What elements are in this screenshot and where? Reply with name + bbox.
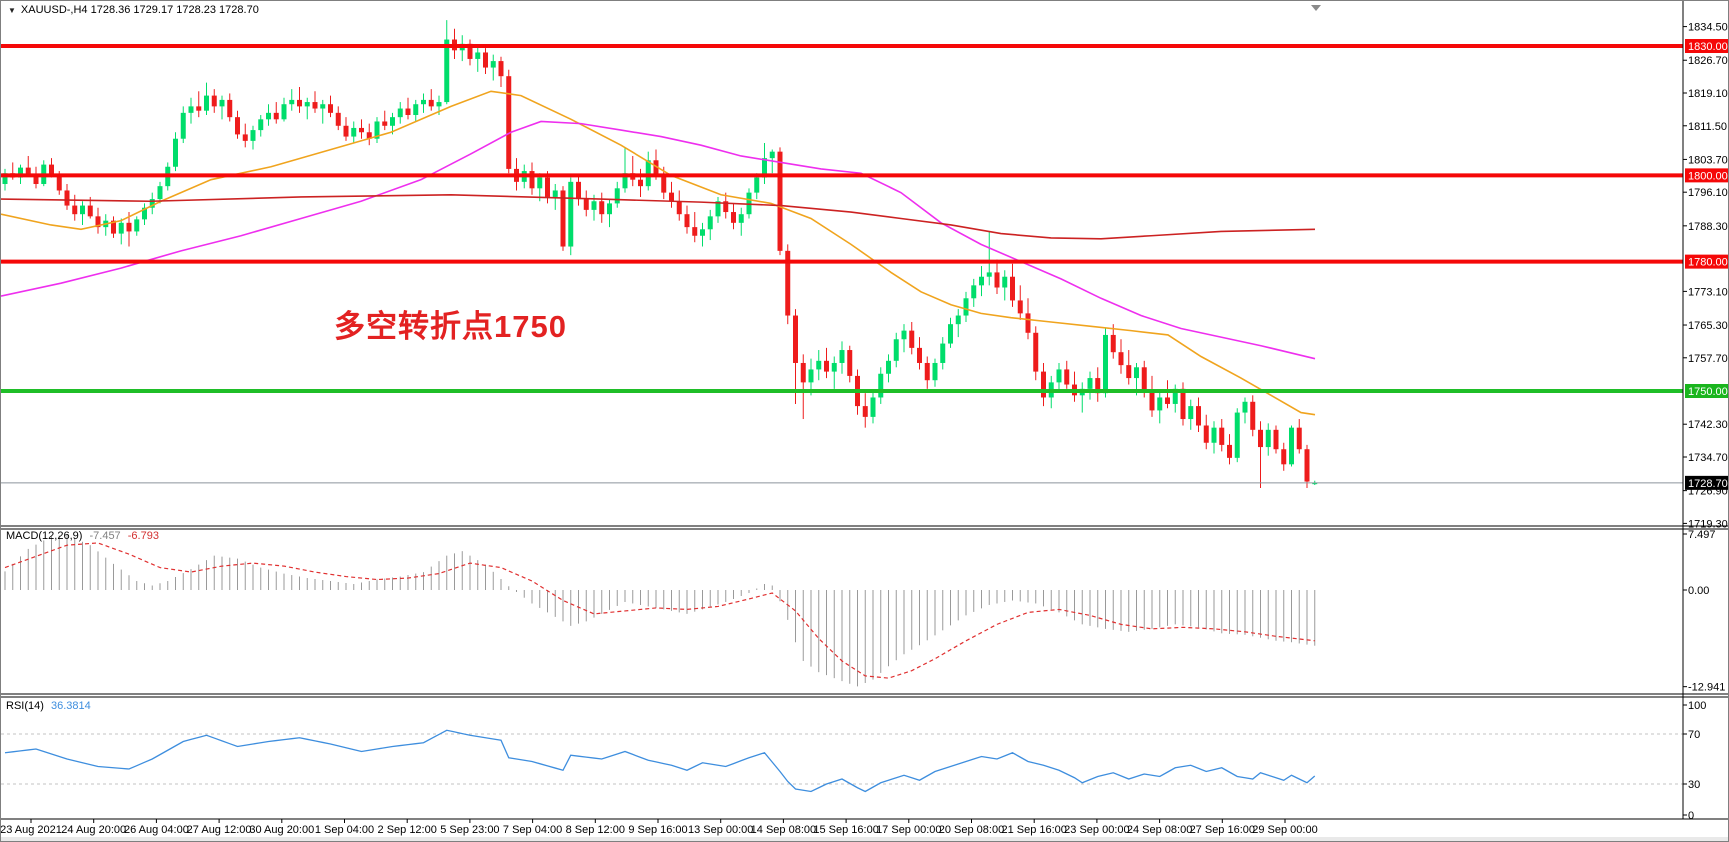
price-scale[interactable]: 1834.50 1826.70 1819.10 1811.50 1803.70 1796.…: [1683, 22, 1729, 531]
price-badge: [1685, 168, 1728, 183]
price-tick-label: 1734.70: [1688, 452, 1728, 464]
price-badge-label: 1750.00: [1688, 386, 1728, 398]
price-badge: [1685, 254, 1728, 269]
price-tick-label: 1834.50: [1688, 22, 1728, 34]
time-tick-label: 27 Aug 12:00: [187, 824, 252, 836]
macd-tick-label: 7.497: [1688, 529, 1716, 541]
time-tick-label: 24 Sep 08:00: [1127, 824, 1192, 836]
price-tick-label: 1819.10: [1688, 88, 1728, 100]
collapse-triangle-icon[interactable]: ▼: [8, 6, 16, 15]
time-tick-label: 30 Aug 20:00: [249, 824, 314, 836]
rsi-tick-label: 30: [1688, 779, 1700, 791]
price-badge-label: 1800.00: [1688, 170, 1728, 182]
time-tick-label: 1 Sep 04:00: [315, 824, 374, 836]
ma-fast-orange: [1, 90, 1316, 416]
price-badge-label: 1780.00: [1688, 257, 1728, 269]
time-tick-label: 13 Sep 00:00: [688, 824, 753, 836]
price-badge: [1685, 384, 1728, 399]
time-tick-label: 29 Sep 00:00: [1252, 824, 1317, 836]
rsi-tick-label: 100: [1688, 700, 1706, 712]
rsi-name: RSI(14): [6, 700, 44, 712]
price-badge: [1685, 475, 1728, 490]
ma-slow-red: [1, 193, 1316, 240]
time-tick-label: 2 Sep 12:00: [378, 824, 437, 836]
rsi-tick-label: 70: [1688, 729, 1700, 741]
time-tick-label: 26 Aug 04:00: [124, 824, 189, 836]
rsi-value: 36.3814: [50, 700, 91, 712]
macd-panel[interactable]: [4, 534, 1316, 687]
price-tick-label: 1826.70: [1688, 55, 1728, 67]
time-tick-label: 24 Aug 20:00: [61, 824, 126, 836]
time-tick-label: 23 Sep 00:00: [1064, 824, 1129, 836]
bottom-strip: [1, 837, 1728, 841]
rsi-panel[interactable]: [1, 729, 1683, 793]
price-tick-label: 1788.30: [1688, 221, 1728, 233]
price-tick-label: 1742.30: [1688, 419, 1728, 431]
time-tick-label: 7 Sep 04:00: [503, 824, 562, 836]
price-tick-label: 1773.10: [1688, 286, 1728, 298]
price-tick-label: 1765.30: [1688, 320, 1728, 332]
time-tick-label: 5 Sep 23:00: [440, 824, 499, 836]
rsi-tick-label: 0: [1688, 810, 1694, 822]
time-tick-label: 17 Sep 00:00: [876, 824, 941, 836]
macd-indicator-label: MACD(12,26,9) -7.457 -6.793: [6, 530, 159, 542]
macd-name: MACD(12,26,9): [6, 530, 83, 542]
macd-signal-value: -6.793: [127, 530, 159, 542]
candlestick-series[interactable]: [2, 20, 1318, 489]
shift-marker-icon[interactable]: [1311, 5, 1321, 11]
chart-title: ▼ XAUUSD-,H4 1728.36 1729.17 1728.23 1728…: [8, 4, 259, 16]
price-badge-label: 1830.00: [1688, 41, 1728, 53]
time-tick-label: 20 Sep 08:00: [939, 824, 1004, 836]
price-tick-label: 1811.50: [1688, 121, 1727, 133]
time-tick-label: 8 Sep 12:00: [566, 824, 625, 836]
time-tick-label: 15 Sep 16:00: [813, 824, 878, 836]
ma-medium-magenta: [1, 120, 1316, 360]
chart-text-annotation: 多空转折点1750: [334, 309, 567, 344]
rsi-line: [4, 729, 1316, 793]
macd-tick-label: -12.941: [1688, 682, 1725, 694]
price-tick-label: 1796.10: [1688, 187, 1728, 199]
price-tick-label: 1757.70: [1688, 353, 1728, 365]
macd-tick-label: 0.00: [1688, 585, 1709, 597]
price-badge-label: 1728.70: [1688, 478, 1728, 490]
rsi-indicator-label: RSI(14) 36.3814: [6, 700, 91, 712]
macd-main-value: -7.457: [89, 530, 121, 542]
price-tick-label: 1803.70: [1688, 154, 1728, 166]
time-tick-label: 23 Aug 2021: [1, 824, 62, 836]
price-tick-label: 1719.30: [1688, 518, 1728, 530]
time-tick-label: 9 Sep 16:00: [628, 824, 687, 836]
macd-signal-line: [4, 542, 1315, 679]
time-tick-label: 21 Sep 16:00: [1001, 824, 1066, 836]
time-tick-label: 27 Sep 16:00: [1190, 824, 1255, 836]
symbol-ohlc-text: XAUUSD-,H4 1728.36 1729.17 1728.23 1728.…: [20, 4, 259, 16]
time-tick-label: 14 Sep 08:00: [751, 824, 816, 836]
price-badge: [1685, 39, 1728, 53]
